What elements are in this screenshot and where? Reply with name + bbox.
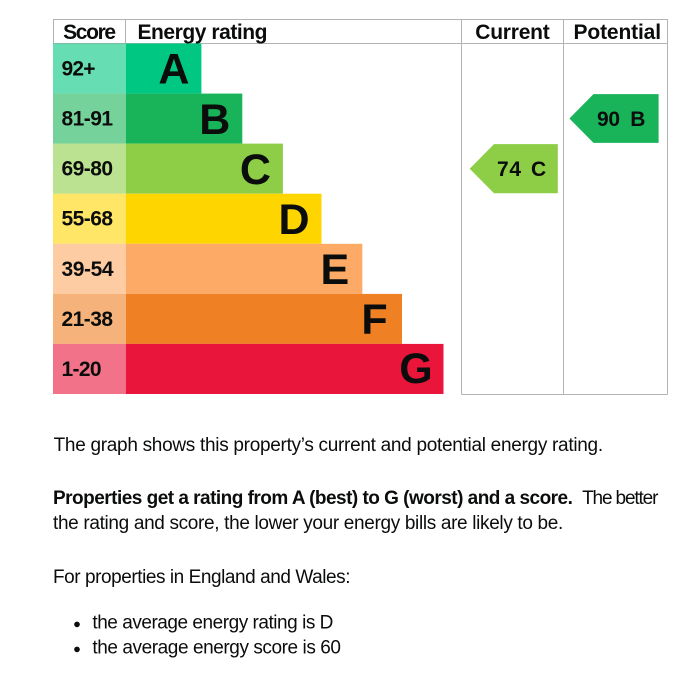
svg-text:Score: Score xyxy=(63,21,116,44)
svg-text:B: B xyxy=(630,108,645,131)
svg-text:G: G xyxy=(399,345,432,393)
svg-text:C: C xyxy=(240,146,271,194)
svg-text:the average energy rating is D: the average energy rating is D xyxy=(92,612,333,633)
svg-text:For properties in England and: For properties in England and Wales: xyxy=(53,567,351,588)
svg-text:F: F xyxy=(361,296,387,344)
svg-text:39-54: 39-54 xyxy=(62,258,114,281)
svg-text:the rating and score, the lowe: the rating and score, the lower your ene… xyxy=(53,513,563,534)
svg-text:81-91: 81-91 xyxy=(62,108,114,131)
svg-text:B: B xyxy=(199,96,230,144)
svg-text:E: E xyxy=(320,246,349,294)
svg-text:the average energy score is 60: the average energy score is 60 xyxy=(92,637,341,658)
svg-text:74: 74 xyxy=(497,158,521,181)
svg-text:21-38: 21-38 xyxy=(62,308,114,331)
svg-text:C: C xyxy=(531,158,546,181)
svg-text:The better: The better xyxy=(582,488,659,509)
svg-text:Current: Current xyxy=(475,21,550,44)
svg-text:Energy rating: Energy rating xyxy=(138,21,268,44)
svg-text:The graph shows this property’: The graph shows this property’s current … xyxy=(54,435,604,456)
svg-text:A: A xyxy=(158,46,189,94)
svg-text:90: 90 xyxy=(597,108,620,131)
svg-text:69-80: 69-80 xyxy=(62,158,114,181)
svg-text:1-20: 1-20 xyxy=(62,358,102,381)
svg-text:Properties get a rating from A: Properties get a rating from A (best) to… xyxy=(53,488,573,509)
svg-text:D: D xyxy=(278,196,309,244)
svg-text:Potential: Potential xyxy=(574,21,662,44)
svg-text:55-68: 55-68 xyxy=(62,208,114,231)
svg-text:92+: 92+ xyxy=(62,58,96,81)
